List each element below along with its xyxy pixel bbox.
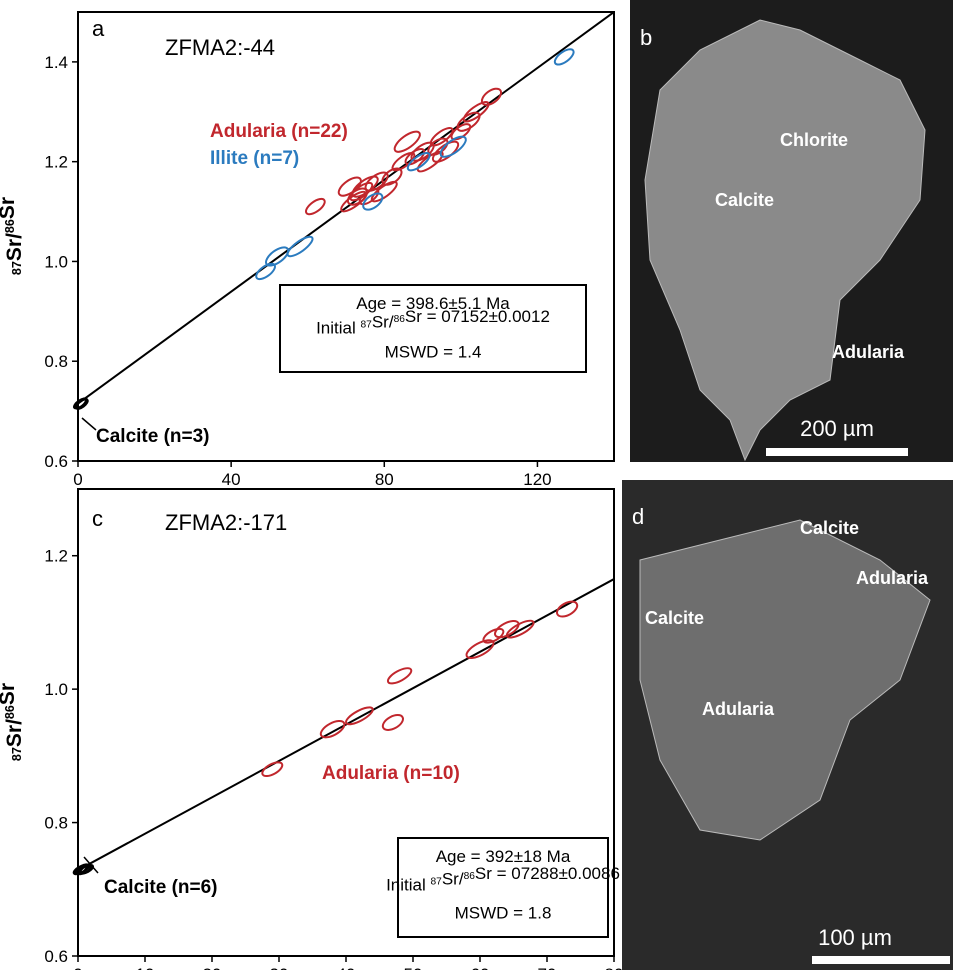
x-tick-label: 0 [73,470,82,489]
figure: aZFMA2:-44040801200.60.81.01.21.487Sr/86… [0,0,953,970]
plot-frame [78,12,614,461]
text-segment: Sr/ [3,719,26,747]
mineral-label: Adularia [702,699,775,719]
x-tick-label: 50 [404,965,423,970]
mineral-label: Calcite [645,608,704,628]
text-segment: Sr = 07152±0.0012 [405,307,550,326]
y-axis-label: 87Sr/86Sr [0,683,26,761]
mineral-label: Calcite [800,518,859,538]
y-tick-label: 0.8 [44,352,68,371]
mineral-label: Chlorite [780,130,848,150]
data-ellipse [392,128,423,155]
panel-letter: d [632,504,644,529]
mineral-label: Adularia [856,568,929,588]
x-tick-label: 60 [471,965,490,970]
y-tick-label: 0.8 [44,814,68,833]
scale-bar-label: 100 µm [818,925,892,950]
superscript: 87 [431,877,443,888]
x-tick-label: 30 [270,965,289,970]
data-ellipse [285,234,315,260]
data-ellipse [380,712,405,733]
panel-letter: c [92,506,103,531]
panel-letter: a [92,16,105,41]
y-tick-label: 1.2 [44,153,68,172]
y-axis-label: 87Sr/86Sr [0,197,26,275]
text-segment: Sr/ [372,313,394,332]
superscript: 87 [10,261,24,275]
x-tick-label: 20 [203,965,222,970]
data-ellipse [263,244,291,269]
x-tick-label: 40 [222,470,241,489]
text-segment: Sr [0,683,19,705]
superscript: 86 [394,314,406,325]
data-ellipse [260,760,284,779]
y-tick-label: 0.6 [44,452,68,471]
annotation-line: MSWD = 1.8 [455,904,552,923]
series-label: Illite (n=7) [210,148,299,169]
data-ellipse [464,637,496,662]
x-tick-label: 0 [73,965,82,970]
data-ellipse [555,599,580,620]
y-tick-label: 1.0 [44,680,68,699]
mineral-label: Calcite [715,190,774,210]
scale-bar-label: 200 µm [800,416,874,441]
text-segment: Sr [0,197,19,219]
text-segment: Initial [386,875,430,894]
series-label: Calcite (n=6) [104,877,218,898]
series-label: Calcite (n=3) [96,426,210,447]
text-segment: MSWD = 1.8 [455,904,552,923]
panel-letter: b [640,25,652,50]
leader-line [82,418,96,430]
superscript: 86 [3,705,17,719]
superscript: 87 [10,747,24,761]
data-ellipse [74,398,89,411]
text-segment: Initial [316,318,360,337]
text-segment: Sr/ [3,233,26,261]
y-tick-label: 1.2 [44,547,68,566]
text-segment: MSWD = 1.4 [385,343,482,362]
y-tick-label: 0.6 [44,947,68,966]
y-tick-label: 1.4 [44,53,68,72]
annotation-line: MSWD = 1.4 [385,343,482,362]
sample-title: ZFMA2:-44 [165,35,275,60]
data-ellipse [386,665,414,686]
superscript: 87 [361,320,373,331]
superscript: 86 [464,871,476,882]
data-ellipse [479,85,504,108]
data-ellipse [318,718,347,741]
series-label: Adularia (n=10) [322,763,460,784]
x-tick-label: 80 [605,965,624,970]
x-tick-label: 10 [136,965,155,970]
x-tick-label: 70 [538,965,557,970]
text-segment: Sr/ [442,870,464,889]
x-tick-label: 120 [523,470,551,489]
series-label: Adularia (n=22) [210,121,348,142]
x-tick-label: 40 [337,965,356,970]
data-ellipse [304,196,328,217]
data-ellipse [344,704,375,727]
text-segment: Sr = 07288±0.0086 [475,864,620,883]
y-tick-label: 1.0 [44,252,68,271]
superscript: 86 [3,219,17,233]
sample-title: ZFMA2:-171 [165,510,287,535]
x-tick-label: 80 [375,470,394,489]
mineral-label: Adularia [832,342,905,362]
